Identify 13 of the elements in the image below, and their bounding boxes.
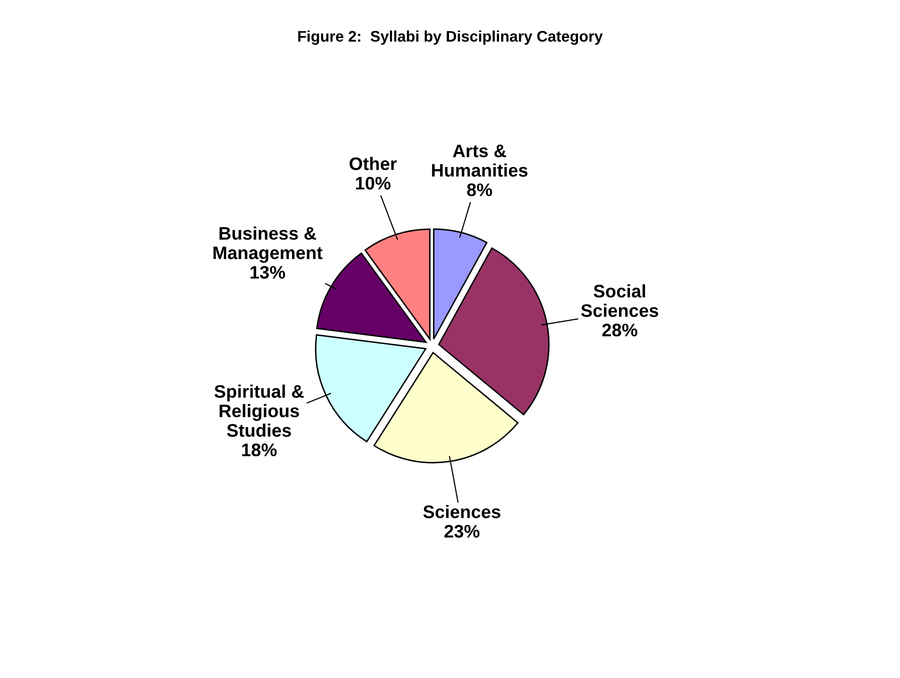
slice-label: Social Sciences <box>581 284 658 317</box>
slice-label: Sciences <box>423 504 500 518</box>
data-label: 10% <box>356 176 391 190</box>
chart-title: Figure 2: Syllabi by Disciplinary Category <box>298 30 603 45</box>
slice-label: Arts & Humanities <box>432 144 528 177</box>
data-label: 23% <box>444 524 480 538</box>
data-label: 13% <box>250 266 286 279</box>
data-label: 18% <box>242 443 277 456</box>
data-label: 28% <box>602 324 638 336</box>
slice-label: Other <box>350 156 397 170</box>
slice-label: Spiritual & Religious Studies <box>214 384 304 437</box>
slice-label: Business & Management <box>214 226 322 263</box>
data-label: 8% <box>467 183 492 196</box>
